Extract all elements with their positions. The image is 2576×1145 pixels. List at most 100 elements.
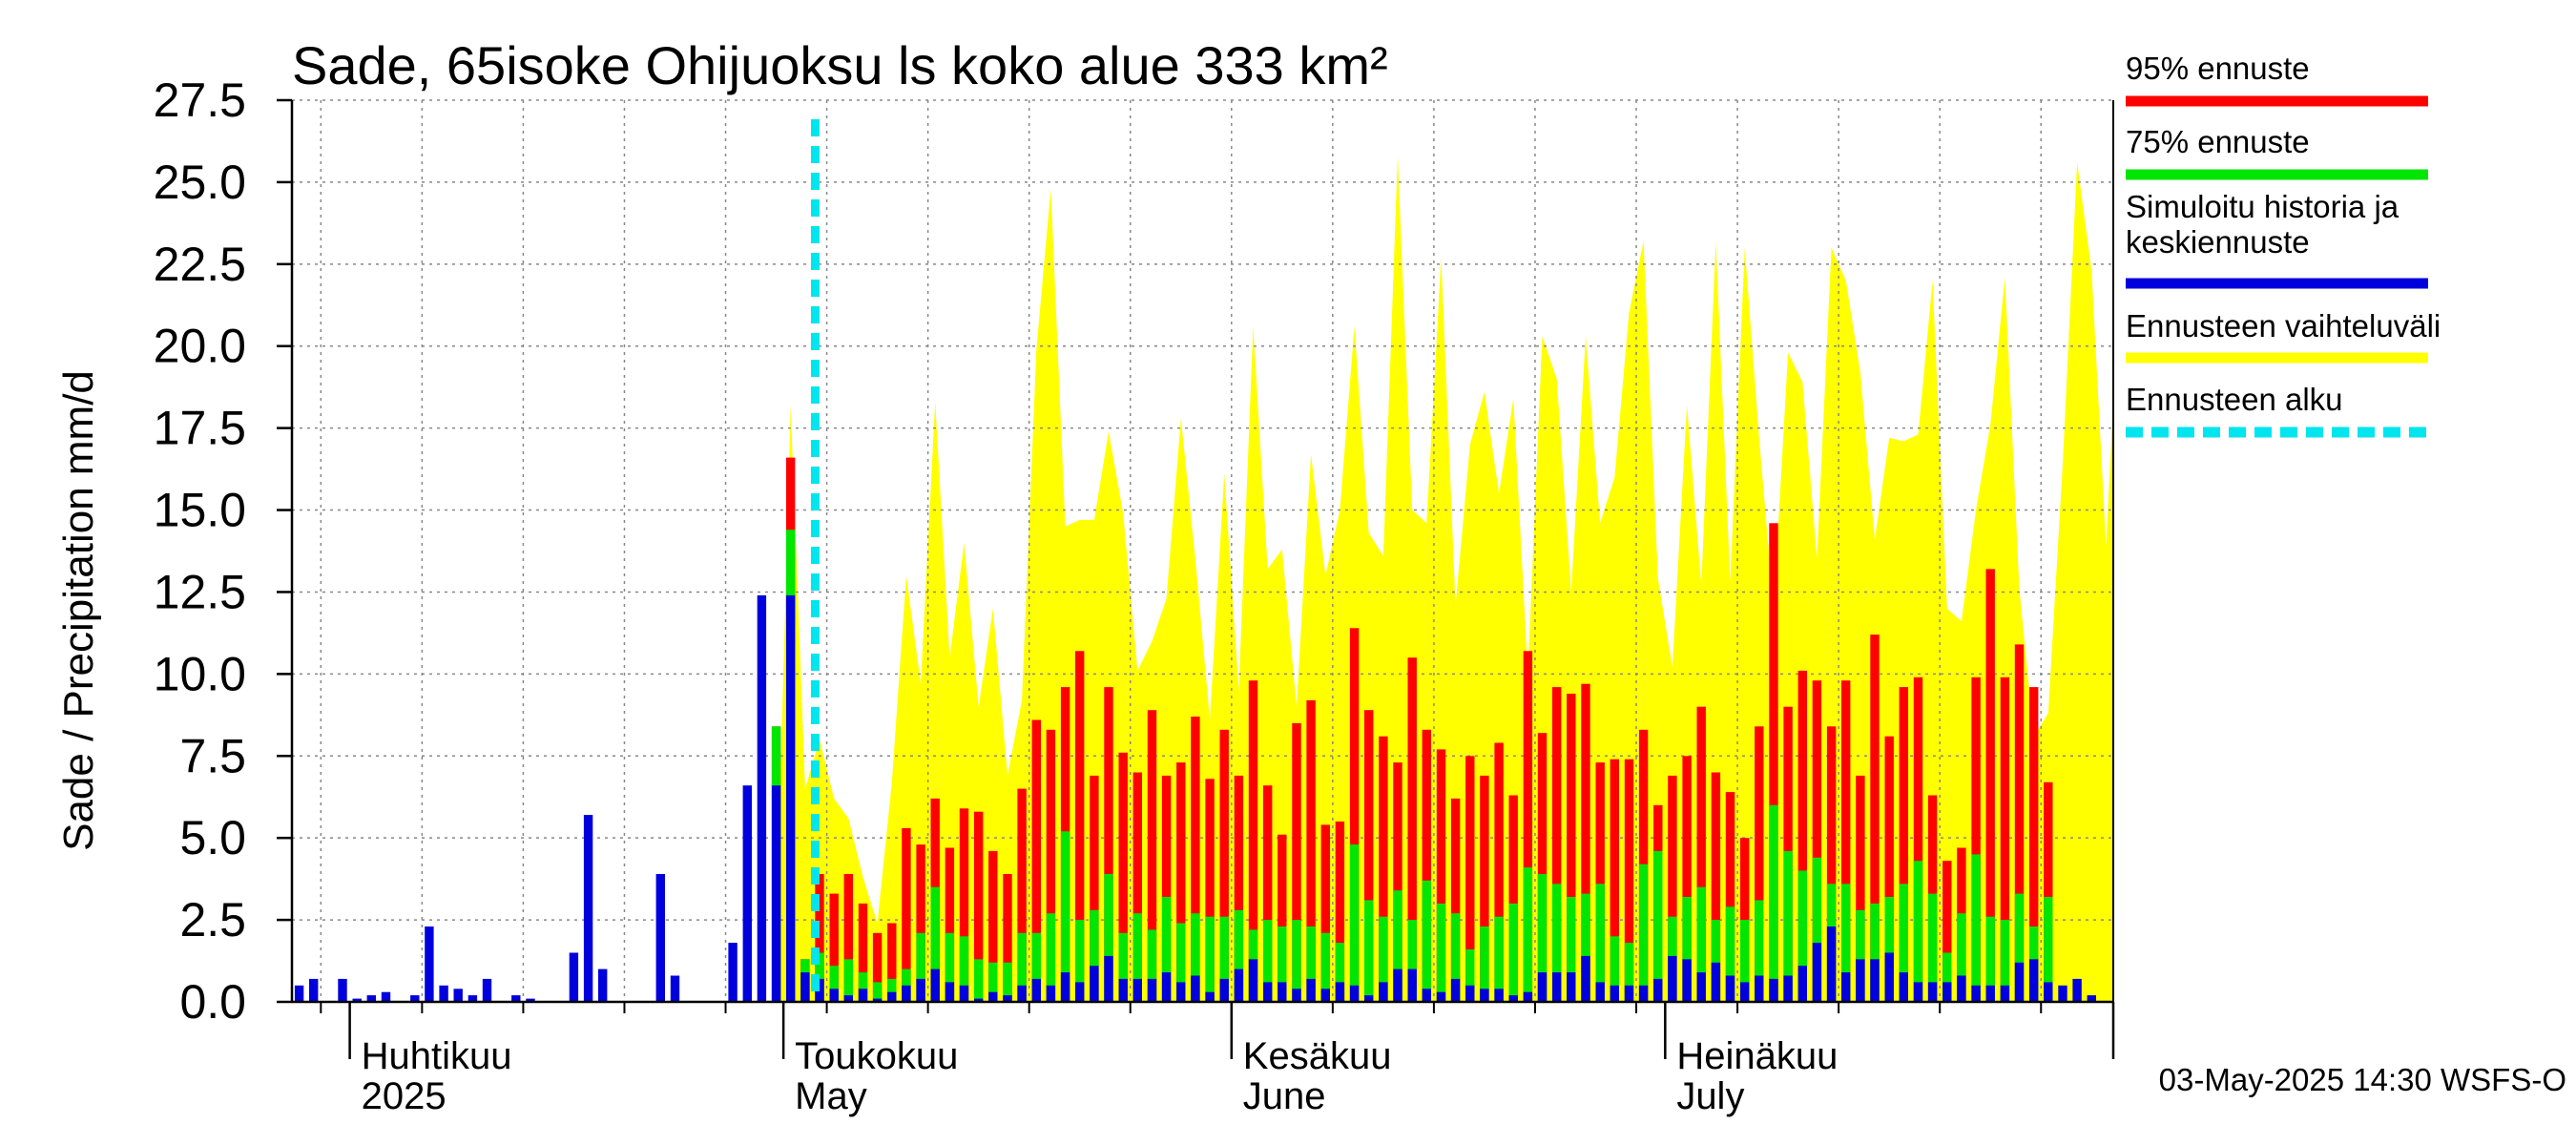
p95-bar <box>1508 795 1518 1002</box>
median-bar <box>1725 975 1735 1002</box>
median-bar <box>1060 972 1070 1002</box>
p95-bar <box>887 923 897 1002</box>
median-bar <box>1653 978 1663 1002</box>
grid-layer <box>292 99 2113 1002</box>
p75-bar <box>1060 831 1070 1002</box>
median-bar <box>1465 985 1475 1002</box>
history-bar <box>757 594 767 1002</box>
p95-bar <box>988 850 998 1002</box>
p75-bar <box>1335 943 1345 1002</box>
p95-bar <box>1610 759 1619 1002</box>
median-bar <box>1046 985 1056 1002</box>
p95-bar <box>1118 752 1128 1002</box>
median-bar <box>1638 985 1649 1002</box>
p95-bar <box>1046 729 1056 1002</box>
median-bar <box>1003 995 1012 1002</box>
month-label-fi: Kesäkuu <box>1243 1035 1392 1077</box>
p75-bar <box>1132 913 1142 1002</box>
month-label-fi: Toukokuu <box>795 1035 958 1077</box>
p95-bar <box>1595 762 1605 1002</box>
p95-bar <box>1176 762 1186 1002</box>
median-bar <box>815 978 824 1002</box>
median-bar <box>1248 959 1258 1002</box>
p95-bar <box>1624 759 1634 1002</box>
median-bar <box>1176 982 1186 1002</box>
p75-bar <box>1508 903 1518 1002</box>
p95-bar <box>1899 687 1908 1002</box>
p75-bar <box>1653 850 1663 1002</box>
p95-bar <box>1205 779 1215 1002</box>
history-bar <box>352 998 362 1002</box>
p95-bar <box>1971 677 1981 1002</box>
median-bar <box>1147 978 1157 1002</box>
p75-bar <box>872 982 883 1002</box>
p75-bar <box>1624 943 1634 1002</box>
p95-bar <box>1191 717 1200 1002</box>
p95-bar <box>1725 792 1735 1002</box>
p75-bar <box>974 959 984 1002</box>
median-bar <box>786 594 796 1002</box>
median-bar <box>1913 982 1923 1002</box>
p95-bar <box>1668 775 1677 1002</box>
median-bar <box>1263 982 1273 1002</box>
p95-bar <box>1826 726 1837 1002</box>
legend-label: Ennusteen vaihteluväli <box>2126 308 2441 344</box>
p75-bar <box>1379 916 1388 1002</box>
p75-bar <box>1537 874 1548 1002</box>
axes-layer <box>290 100 2114 1004</box>
median-bar <box>2058 985 2067 1002</box>
p75-bar <box>1682 897 1692 1002</box>
p95-bar <box>1450 798 1461 1002</box>
median-bar <box>1118 978 1128 1002</box>
median-bar <box>1856 959 1865 1002</box>
p95-bar <box>1003 874 1012 1002</box>
median-bar <box>1379 982 1388 1002</box>
p95-bar <box>858 903 868 1002</box>
p75-bar <box>1422 880 1431 1002</box>
p75-bar <box>887 978 897 1002</box>
p95-bar <box>829 893 839 1002</box>
p95-bar <box>1104 687 1113 1002</box>
median-bar <box>988 991 998 1002</box>
p95-bar <box>1523 651 1533 1002</box>
median-bar <box>1783 975 1793 1002</box>
median-bar <box>1769 978 1778 1002</box>
p75-bar <box>858 972 868 1002</box>
history-bar <box>511 995 521 1002</box>
p75-bar <box>1147 929 1157 1002</box>
p75-bar <box>1320 932 1330 1002</box>
p95-bar <box>1682 756 1692 1002</box>
y-tick-label: 25.0 <box>154 156 246 209</box>
legend-label: 75% ennuste <box>2126 124 2310 159</box>
history-bar <box>439 985 448 1002</box>
median-bar <box>1740 982 1750 1002</box>
y-tick-label: 2.5 <box>179 893 246 947</box>
median-bar <box>1884 952 1894 1002</box>
median-bar <box>1985 985 1995 1002</box>
median-bar <box>1436 991 1446 1002</box>
median-bar <box>1104 955 1113 1002</box>
p75-bar <box>1927 893 1938 1002</box>
median-bar <box>1349 985 1360 1002</box>
p75-bar <box>1090 909 1099 1002</box>
p95-bar <box>974 811 984 1002</box>
p75-bar <box>1769 804 1778 1002</box>
p75-bar <box>1436 903 1446 1002</box>
history-bar <box>670 975 680 1002</box>
history-bar <box>569 952 579 1002</box>
y-tick-label: 5.0 <box>179 811 246 864</box>
p95-bar <box>1913 677 1923 1002</box>
median-bar <box>1335 982 1345 1002</box>
y-tick-label: 22.5 <box>154 238 246 291</box>
p95-bar <box>1335 822 1345 1002</box>
median-bar <box>974 998 984 1002</box>
median-bar <box>1017 985 1027 1002</box>
median-bar <box>1552 972 1562 1002</box>
p75-bar <box>1349 844 1360 1002</box>
month-label-en: May <box>795 1075 867 1117</box>
p75-bar <box>1985 916 1995 1002</box>
p95-bar <box>916 844 925 1002</box>
p75-bar <box>1696 886 1706 1002</box>
p95-bar <box>1884 736 1894 1002</box>
p75-bar <box>1017 932 1027 1002</box>
